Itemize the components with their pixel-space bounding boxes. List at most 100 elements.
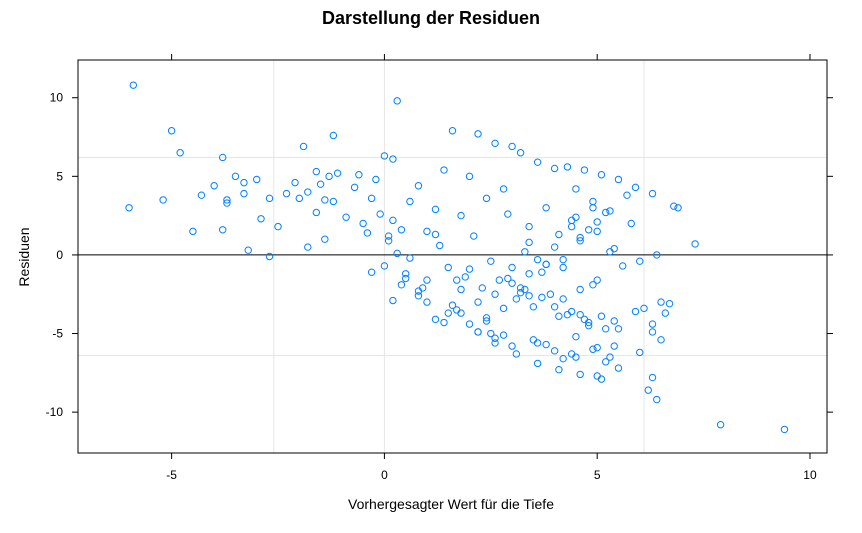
scatter-point xyxy=(546,290,555,298)
scatter-point xyxy=(670,202,678,210)
scatter-point xyxy=(491,290,499,298)
scatter-point xyxy=(448,301,457,309)
scatter-point xyxy=(312,208,321,217)
scatter-point xyxy=(499,304,508,313)
scatter-points xyxy=(125,81,789,434)
scatter-point xyxy=(406,197,414,206)
scatter-point xyxy=(380,152,389,160)
scatter-point xyxy=(563,310,572,319)
scatter-point xyxy=(274,222,282,231)
scatter-point xyxy=(602,325,610,333)
scatter-point xyxy=(559,255,567,264)
scatter-point xyxy=(393,249,401,258)
scatter-point xyxy=(304,243,312,251)
scatter-point xyxy=(474,298,482,306)
scatter-point xyxy=(627,219,635,228)
scatter-point xyxy=(457,211,465,220)
scatter-point xyxy=(597,375,606,383)
scatter-point xyxy=(218,226,227,234)
y-tick-label: -10 xyxy=(46,405,64,419)
scatter-point xyxy=(559,263,567,272)
scatter-point xyxy=(244,246,252,254)
scatter-point xyxy=(487,329,495,338)
scatter-point xyxy=(648,328,657,336)
scatter-point xyxy=(291,178,299,187)
scatter-point xyxy=(282,189,291,198)
scatter-point xyxy=(614,325,623,333)
scatter-point xyxy=(440,318,448,327)
scatter-point xyxy=(716,421,725,429)
scatter-point xyxy=(542,340,550,349)
scatter-point xyxy=(576,310,584,319)
plot-frame xyxy=(77,59,828,454)
scatter-point xyxy=(661,309,669,317)
scatter-point xyxy=(367,268,376,276)
scatter-point xyxy=(653,395,661,404)
scatter-point xyxy=(499,185,508,193)
scatter-point xyxy=(397,281,406,289)
scatter-point xyxy=(602,358,610,366)
scatter-point xyxy=(431,315,440,324)
scatter-point xyxy=(576,285,584,294)
scatter-point xyxy=(197,191,206,199)
scatter-point xyxy=(125,204,133,212)
scatter-point xyxy=(440,166,448,174)
scatter-point xyxy=(602,208,610,217)
scatter-point xyxy=(397,226,406,234)
scatter-point xyxy=(210,182,218,190)
scatter-point xyxy=(389,296,397,305)
scatter-point xyxy=(444,309,452,317)
scatter-point xyxy=(295,194,303,203)
scatter-point xyxy=(593,218,601,226)
x-tick-label: 5 xyxy=(594,468,601,482)
scatter-point xyxy=(465,265,474,273)
scatter-point xyxy=(504,274,512,283)
scatter-point xyxy=(640,304,648,313)
scatter-point xyxy=(363,229,372,237)
scatter-point xyxy=(521,285,529,294)
scatter-point xyxy=(780,425,789,434)
scatter-point xyxy=(491,339,499,347)
axis-tick-labels: -5 0 5 10 -10 -5 0 5 10 xyxy=(46,91,817,482)
scatter-point xyxy=(589,345,597,353)
scatter-point xyxy=(691,240,699,248)
scatter-point xyxy=(389,216,397,225)
scatter-point xyxy=(129,81,138,89)
scatter-point xyxy=(584,226,593,234)
scatter-point xyxy=(555,365,563,374)
y-tick-label: 10 xyxy=(50,91,64,105)
scatter-point xyxy=(559,295,567,303)
scatter-point xyxy=(223,199,231,207)
scatter-point xyxy=(529,336,538,344)
scatter-point xyxy=(448,127,457,135)
scatter-point xyxy=(644,386,652,394)
scatter-point xyxy=(614,364,623,372)
scatter-point xyxy=(525,292,533,300)
scatter-point xyxy=(610,317,618,325)
scatter-point xyxy=(525,238,533,247)
scatter-point xyxy=(414,292,423,300)
scatter-point xyxy=(355,171,363,179)
scatter-point xyxy=(653,251,661,259)
scatter-point xyxy=(533,158,542,166)
scatter-point xyxy=(593,343,601,352)
scatter-point xyxy=(159,196,167,204)
scatter-point xyxy=(189,227,197,236)
scatter-point xyxy=(482,317,491,325)
chart-title: Darstellung der Residuen xyxy=(322,8,540,28)
scatter-point xyxy=(321,235,329,243)
scatter-point xyxy=(240,178,248,187)
y-tick-label: 5 xyxy=(56,169,63,183)
scatter-point xyxy=(648,373,657,382)
scatter-point xyxy=(176,149,184,157)
scatter-point xyxy=(657,298,665,306)
scatter-point xyxy=(482,314,491,322)
scatter-point xyxy=(589,197,597,206)
x-tick-label: -5 xyxy=(166,468,177,482)
scatter-point xyxy=(593,276,601,284)
scatter-point xyxy=(636,257,644,265)
scatter-point xyxy=(589,281,597,289)
scatter-point xyxy=(423,298,431,306)
scatter-point xyxy=(550,347,559,355)
scatter-point xyxy=(631,307,640,316)
